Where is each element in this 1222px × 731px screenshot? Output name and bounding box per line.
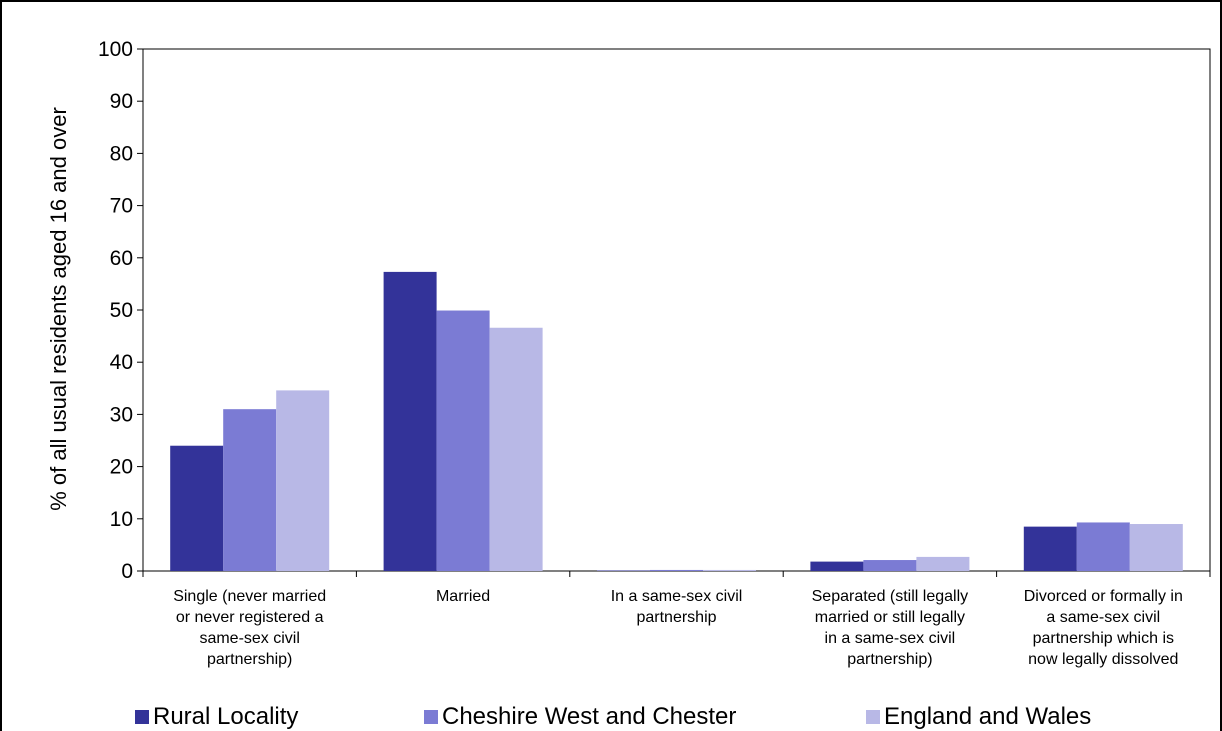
- legend-label: Rural Locality: [153, 703, 299, 730]
- legend-swatch: [424, 710, 438, 724]
- legend-item: England and Wales: [866, 703, 1091, 731]
- bar: [863, 560, 917, 571]
- bars: [170, 271, 1183, 571]
- y-tick-label: 80: [110, 142, 133, 165]
- y-tick-label: 40: [110, 351, 133, 374]
- y-tick-labels: 0 10 20 30 40 50 60 70 80 90 100: [98, 38, 133, 583]
- bar: [1076, 522, 1130, 571]
- y-tick-label: 100: [98, 38, 133, 61]
- legend-item: Cheshire West and Chester: [424, 703, 736, 731]
- bar: [703, 569, 756, 571]
- y-tick-label: 30: [110, 403, 133, 426]
- legend: Rural Locality Cheshire West and Chester E…: [0, 703, 1222, 731]
- legend-swatch: [135, 710, 149, 724]
- bar: [223, 409, 277, 571]
- bar: [810, 561, 864, 571]
- bar: [489, 327, 543, 571]
- y-tick-label: 10: [110, 508, 133, 531]
- legend-swatch: [866, 710, 880, 724]
- x-category-label: Single (never married or never registere…: [173, 588, 327, 668]
- y-tick-label: 50: [110, 299, 133, 322]
- y-tick-label: 60: [110, 247, 133, 270]
- y-tick-label: 90: [110, 90, 133, 113]
- legend-label: Cheshire West and Chester: [442, 703, 737, 730]
- bar: [276, 390, 330, 571]
- x-category-label: In a same-sex civil partnership: [610, 588, 743, 626]
- y-tick-label: 20: [110, 456, 133, 479]
- bar: [383, 271, 437, 571]
- y-tick-label: 70: [110, 195, 133, 218]
- bar: [650, 569, 703, 571]
- x-category-label: Divorced or formally in a same-sex civil…: [1023, 588, 1183, 668]
- legend-label: England and Wales: [884, 703, 1092, 730]
- legend-item: Rural Locality: [135, 703, 298, 731]
- y-tick-label: 0: [121, 560, 133, 583]
- y-axis-label: % of all usual residents aged 16 and ove…: [46, 107, 71, 511]
- x-category-label: Separated (still legally married or stil…: [811, 588, 969, 668]
- bar: [170, 445, 224, 571]
- x-category-label: Married: [435, 588, 491, 605]
- bar: [1129, 524, 1183, 571]
- bar: [597, 570, 650, 571]
- bar: [916, 556, 970, 571]
- bar: [436, 310, 490, 571]
- bar: [1023, 526, 1077, 571]
